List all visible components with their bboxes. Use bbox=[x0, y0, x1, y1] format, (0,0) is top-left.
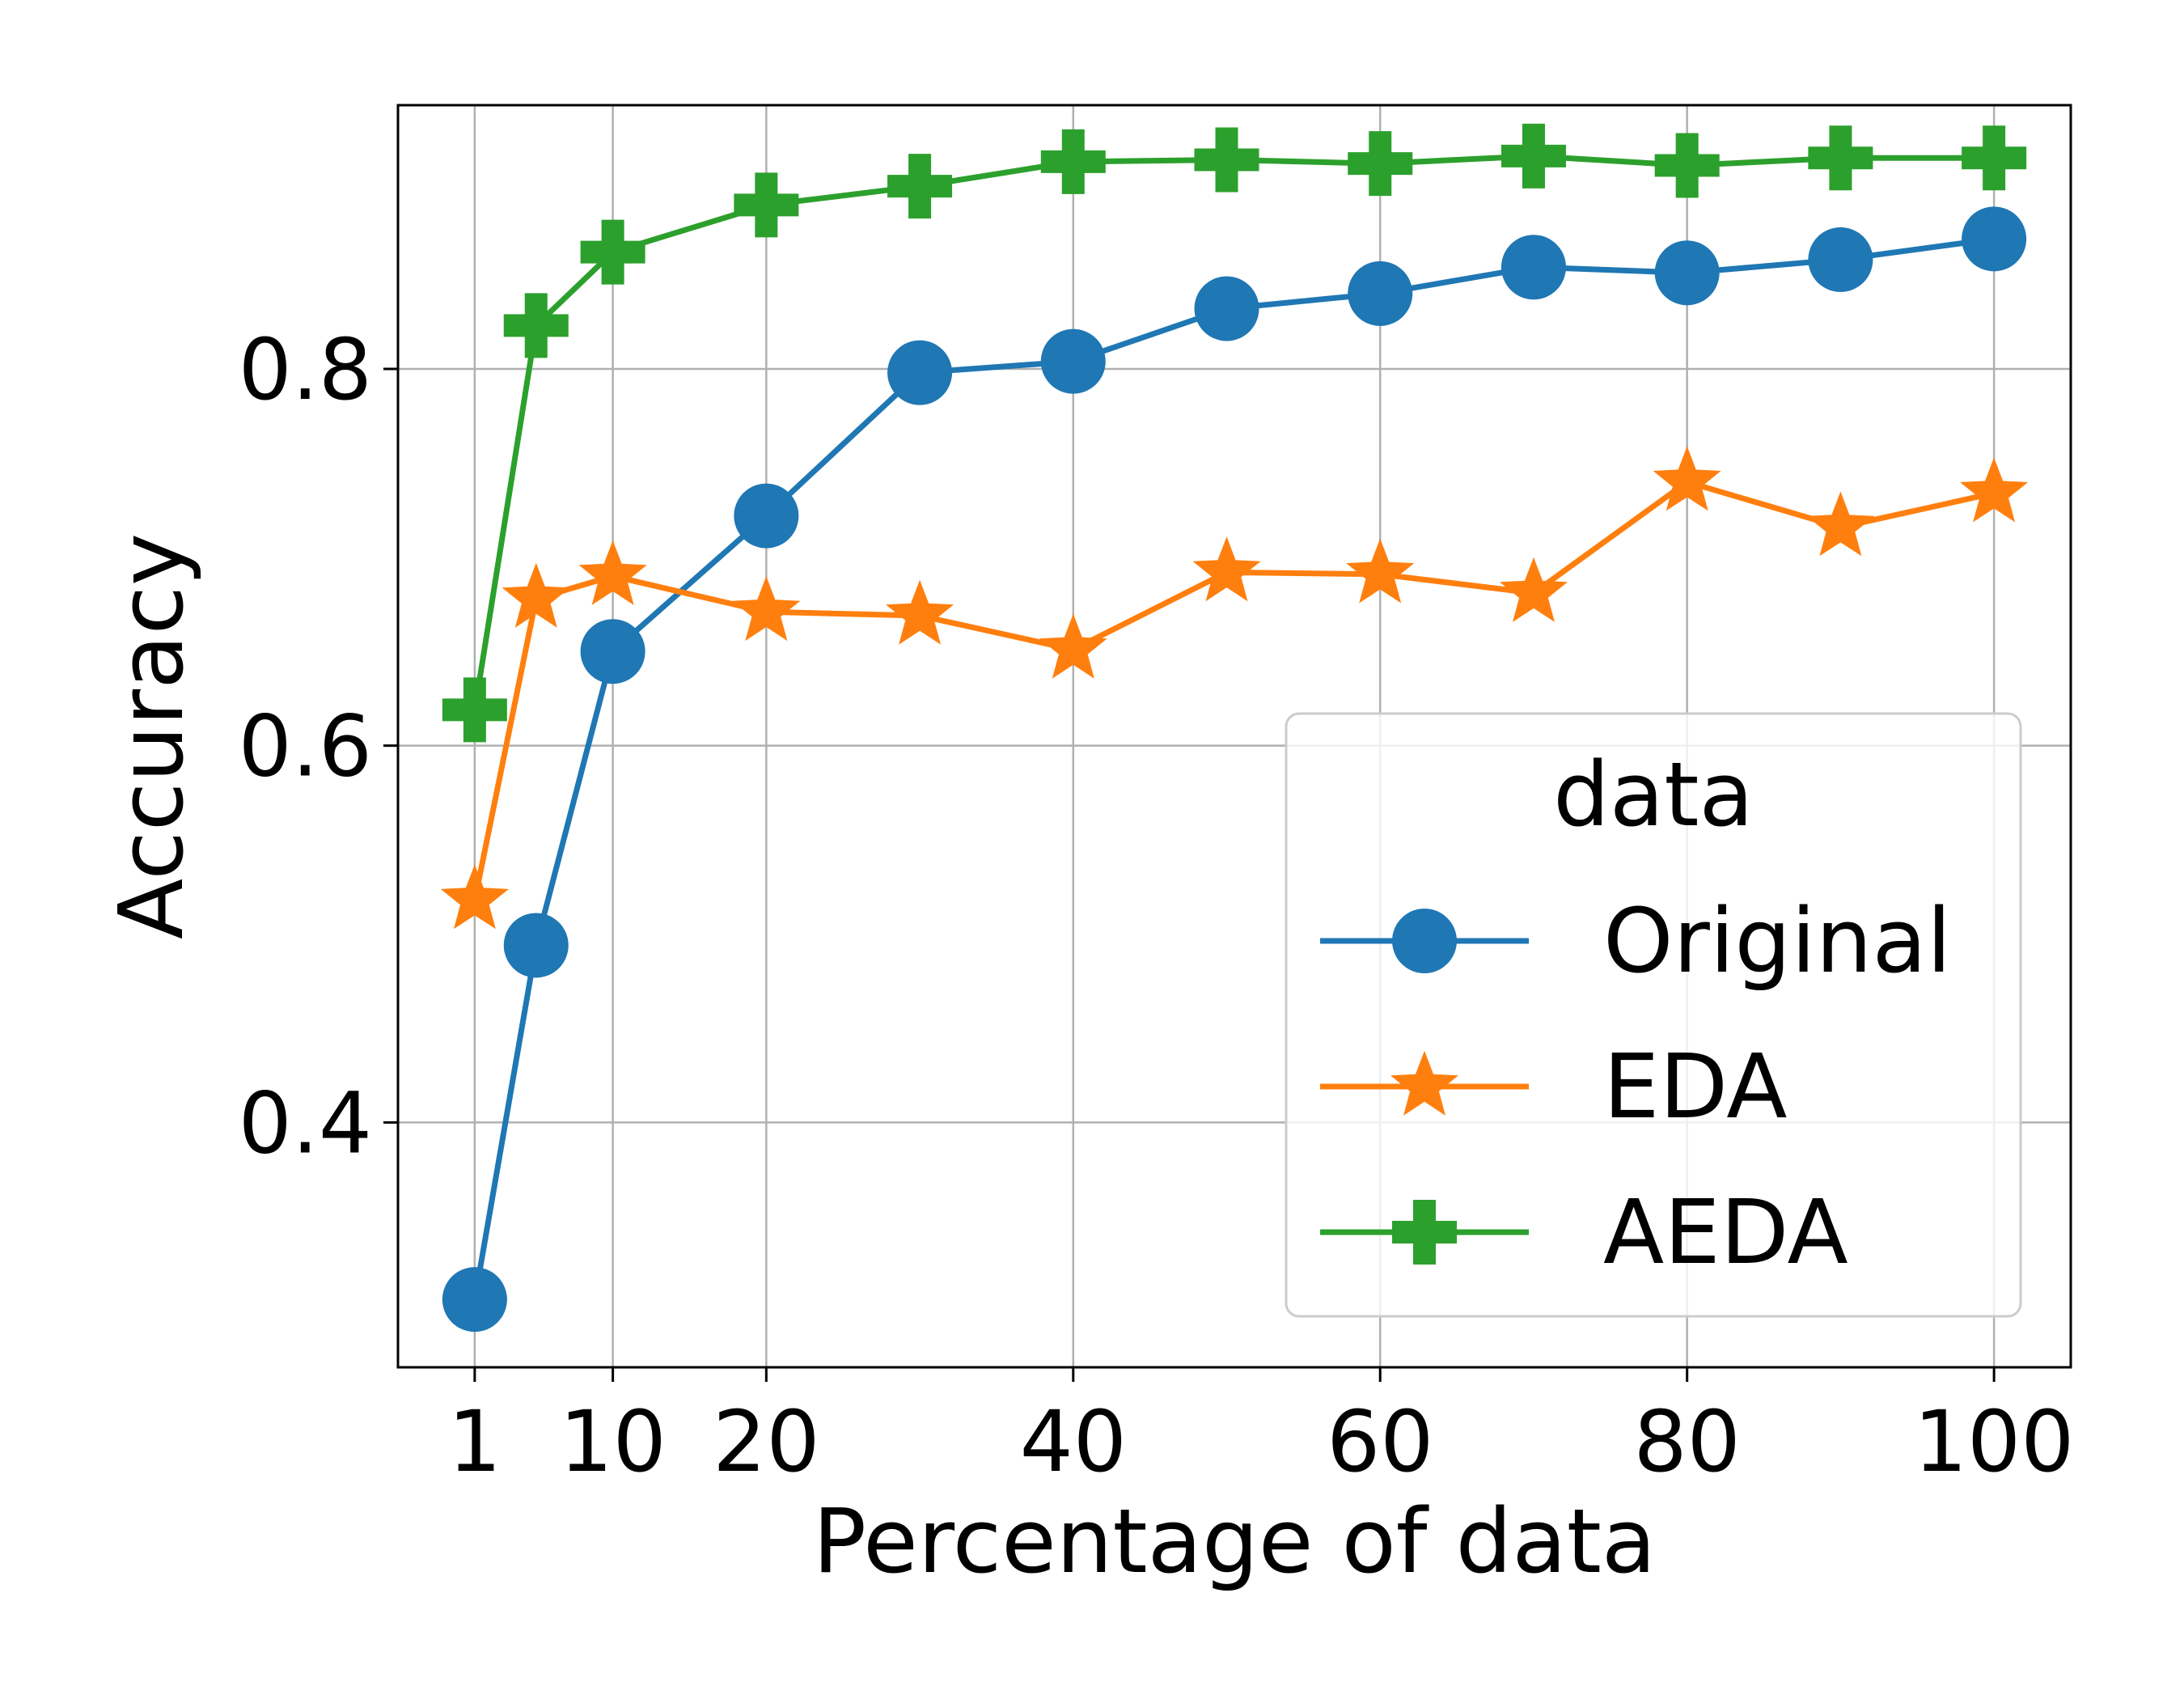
original-point bbox=[1194, 276, 1259, 341]
legend-frame bbox=[1285, 712, 2022, 1318]
legend: data Original EDA AEDA bbox=[1285, 712, 2022, 1318]
eda-point bbox=[1039, 613, 1107, 679]
aeda-point bbox=[580, 219, 645, 285]
eda-point bbox=[1806, 491, 1875, 557]
aeda-point bbox=[1654, 133, 1720, 198]
legend-label-original: Original bbox=[1603, 889, 1951, 993]
eda-point bbox=[1960, 457, 2029, 523]
aeda-point bbox=[1962, 125, 2027, 191]
y-tick-label: 0.6 bbox=[239, 697, 372, 796]
eda-point bbox=[440, 864, 509, 930]
original-point bbox=[503, 913, 569, 978]
aeda-point bbox=[1500, 123, 1566, 189]
series-eda bbox=[440, 446, 2029, 930]
eda-point bbox=[732, 576, 801, 642]
x-tick-label: 60 bbox=[1327, 1392, 1433, 1491]
original-point bbox=[580, 619, 645, 684]
axis-ticks: 1 10 20 40 60 80 100 0.4 0.6 0.8 bbox=[239, 320, 2075, 1491]
eda-point bbox=[885, 579, 954, 645]
x-tick-label: 80 bbox=[1634, 1392, 1741, 1491]
aeda-point bbox=[503, 293, 569, 358]
plot-frame bbox=[396, 104, 2072, 1369]
aeda-point bbox=[1348, 131, 1413, 197]
eda-point bbox=[578, 540, 647, 605]
series-aeda bbox=[442, 123, 2027, 743]
original-point bbox=[887, 340, 953, 405]
aeda-point bbox=[734, 172, 799, 238]
legend-label-aeda: AEDA bbox=[1603, 1180, 1848, 1284]
eda-point bbox=[1346, 538, 1415, 604]
x-tick-label: 40 bbox=[1020, 1392, 1127, 1491]
y-axis-label: Accuracy bbox=[99, 533, 203, 939]
eda-point bbox=[1192, 536, 1261, 602]
data-series bbox=[440, 123, 2029, 1333]
x-tick-label: 10 bbox=[559, 1392, 666, 1491]
aeda-point bbox=[887, 154, 953, 219]
original-point bbox=[734, 483, 799, 549]
original-point bbox=[1654, 240, 1720, 306]
x-tick-label: 20 bbox=[713, 1392, 819, 1491]
x-tick-label: 1 bbox=[448, 1392, 502, 1491]
aeda-point bbox=[1040, 129, 1106, 194]
legend-title: data bbox=[1553, 743, 1754, 846]
y-tick-label: 0.4 bbox=[239, 1074, 372, 1172]
x-axis-label: Percentage of data bbox=[813, 1489, 1657, 1593]
series-original bbox=[442, 206, 2027, 1333]
y-tick-label: 0.8 bbox=[239, 320, 372, 419]
original-point bbox=[1500, 235, 1566, 300]
x-tick-label: 100 bbox=[1914, 1392, 2075, 1491]
original-point bbox=[1040, 328, 1106, 394]
original-point bbox=[1808, 227, 1873, 292]
original-point bbox=[442, 1267, 507, 1333]
eda-point bbox=[502, 562, 570, 628]
aeda-point bbox=[1194, 127, 1259, 193]
aeda-point bbox=[1808, 125, 1873, 191]
legend-marker-aeda bbox=[1392, 1200, 1457, 1265]
legend-label-eda: EDA bbox=[1603, 1035, 1788, 1138]
legend-marker-eda bbox=[1390, 1050, 1458, 1116]
eda-point bbox=[1499, 557, 1568, 622]
original-point bbox=[1348, 261, 1413, 326]
aeda-point bbox=[442, 677, 507, 743]
original-point bbox=[1962, 206, 2027, 272]
eda-point bbox=[1653, 446, 1721, 511]
legend-marker-original bbox=[1392, 909, 1457, 973]
